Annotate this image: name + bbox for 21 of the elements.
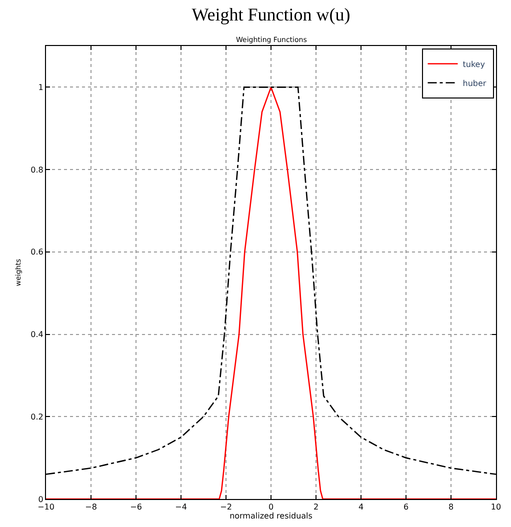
- y-tick-label: 0.4: [30, 330, 44, 340]
- x-tick-label: −4: [175, 502, 187, 512]
- chart-title: Weight Function w(u): [192, 4, 350, 25]
- y-tick-label: 0.6: [30, 248, 44, 257]
- x-tick-label: −8: [85, 502, 97, 512]
- x-axis-title: normalized residuals: [230, 512, 312, 521]
- x-tick-label: 2: [313, 502, 319, 512]
- y-tick-label: 0.2: [30, 412, 44, 422]
- y-tick-label: 0.8: [30, 165, 44, 174]
- legend-label: huber: [462, 78, 487, 88]
- x-tick-label: −10: [38, 502, 54, 512]
- x-tick-label: 10: [490, 502, 502, 512]
- x-tick-label: −6: [130, 502, 142, 512]
- x-tick-label: 4: [358, 502, 364, 512]
- x-tick-label: 6: [403, 502, 409, 512]
- legend-label: tukey: [462, 60, 486, 69]
- x-tick-label: 0: [268, 502, 274, 512]
- x-tick-label: 8: [448, 502, 454, 512]
- y-tick-label: 0: [38, 494, 44, 504]
- y-tick-label: 1: [38, 82, 44, 92]
- x-tick-label: −2: [220, 502, 232, 512]
